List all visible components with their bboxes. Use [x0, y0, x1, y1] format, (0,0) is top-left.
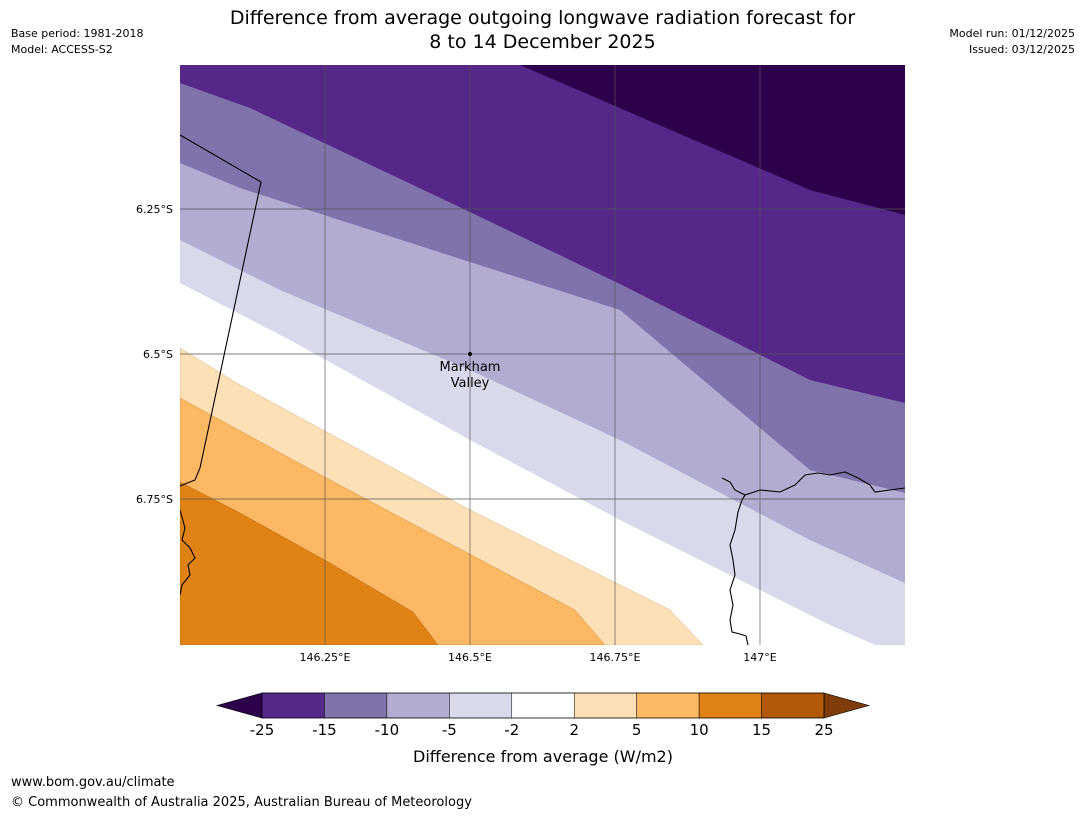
colorbar-tick-label: -15	[312, 721, 337, 739]
colorbar-extend-low	[215, 692, 263, 719]
colorbar-segment	[449, 692, 513, 719]
markham-valley-marker	[468, 352, 472, 356]
footer-url: www.bom.gov.au/climate	[11, 775, 175, 790]
province-boundary	[180, 134, 262, 487]
model-run: Model run: 01/12/2025	[949, 27, 1075, 40]
lon-label: 146.5°E	[448, 651, 492, 664]
colorbar-segment	[261, 692, 325, 719]
meta-right: Model run: 01/12/2025 Issued: 03/12/2025	[949, 26, 1075, 58]
footer-copyright: © Commonwealth of Australia 2025, Austra…	[11, 795, 472, 810]
coastline-gulf	[744, 471, 905, 496]
colorbar: -25 -15 -10 -5 -2 2 5 10 15 25	[215, 692, 871, 739]
colorbar-extend-high	[823, 692, 871, 719]
colorbar-tick-label: 10	[690, 721, 709, 739]
graticule	[180, 65, 905, 645]
meta-left: Base period: 1981-2018 Model: ACCESS-S2	[11, 26, 143, 58]
title-line-1: Difference from average outgoing longwav…	[229, 7, 856, 29]
lon-label: 146.25°E	[300, 651, 351, 664]
coastline-east	[721, 477, 749, 645]
colorbar-segment	[386, 692, 450, 719]
colorbar-tick-label: 2	[569, 721, 579, 739]
colorbar-label: Difference from average (W/m2)	[413, 747, 673, 766]
colorbar-tick-label: 15	[752, 721, 771, 739]
issued-date: Issued: 03/12/2025	[968, 43, 1075, 56]
colorbar-tick-label: -10	[375, 721, 400, 739]
colorbar-segment	[636, 692, 700, 719]
colorbar-segment	[511, 692, 575, 719]
colorbar-outline	[261, 692, 825, 719]
model-name: Model: ACCESS-S2	[11, 43, 113, 56]
colorbar-tick-label: 25	[814, 721, 833, 739]
colorbar-tick-label: 5	[632, 721, 642, 739]
band-plus-10	[180, 481, 439, 645]
place-label-line-1: Markham	[440, 360, 501, 375]
lat-label: 6.5°S	[143, 348, 173, 361]
coastline-west	[180, 509, 196, 596]
colorbar-segment	[324, 692, 388, 719]
colorbar-tick-label: -25	[250, 721, 275, 739]
boundaries	[180, 134, 905, 645]
lon-label: 146.75°E	[590, 651, 641, 664]
colorbar-segment	[573, 692, 637, 719]
place-label-line-2: Valley	[451, 376, 490, 391]
colorbar-segment	[698, 692, 762, 719]
map-title: Difference from average outgoing longwav…	[0, 6, 1085, 54]
lat-label: 6.25°S	[136, 203, 173, 216]
colorbar-segment	[761, 692, 825, 719]
lon-label: 147°E	[743, 651, 776, 664]
colorbar-tick-label: -2	[504, 721, 519, 739]
base-period: Base period: 1981-2018	[11, 27, 144, 40]
map-panel	[180, 65, 905, 645]
colorbar-tick-label: -5	[442, 721, 457, 739]
lat-label: 6.75°S	[136, 493, 173, 506]
title-line-2: 8 to 14 December 2025	[429, 31, 656, 53]
